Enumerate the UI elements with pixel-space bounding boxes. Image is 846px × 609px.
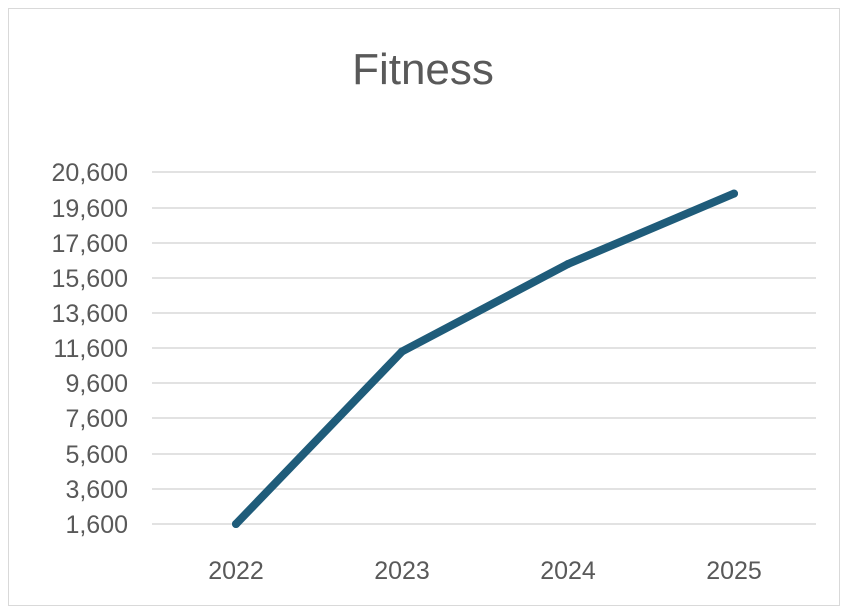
data-point [232, 520, 240, 528]
y-tick-label: 19,600 [52, 195, 128, 223]
y-tick-label: 9,600 [65, 370, 128, 398]
data-point [730, 189, 738, 198]
x-tick-label: 2022 [208, 557, 264, 585]
y-tick-label: 11,600 [53, 335, 128, 363]
data-point [564, 260, 572, 268]
chart-title: Fitness [352, 45, 494, 94]
y-tick-label: 20,600 [52, 159, 128, 187]
y-axis: 1,600 3,600 5,600 7,600 9,600 11,600 13,600 15,… [52, 159, 128, 539]
data-point [398, 347, 406, 356]
series-layer [232, 189, 738, 528]
y-tick-label: 5,600 [65, 441, 128, 469]
y-tick-label: 15,600 [52, 265, 128, 293]
y-tick-label: 7,600 [65, 405, 128, 433]
x-tick-label: 2024 [540, 557, 596, 585]
y-tick-label: 3,600 [65, 476, 128, 504]
y-tick-label: 1,600 [65, 511, 128, 539]
gridlines [152, 171, 816, 525]
x-tick-label: 2025 [706, 557, 762, 585]
x-axis: 2022 2023 2024 2025 [208, 557, 762, 585]
series-line [232, 189, 738, 528]
chart-frame [8, 8, 840, 606]
y-tick-label: 17,600 [52, 230, 128, 258]
y-tick-label: 13,600 [52, 300, 128, 328]
x-tick-label: 2023 [374, 557, 430, 585]
